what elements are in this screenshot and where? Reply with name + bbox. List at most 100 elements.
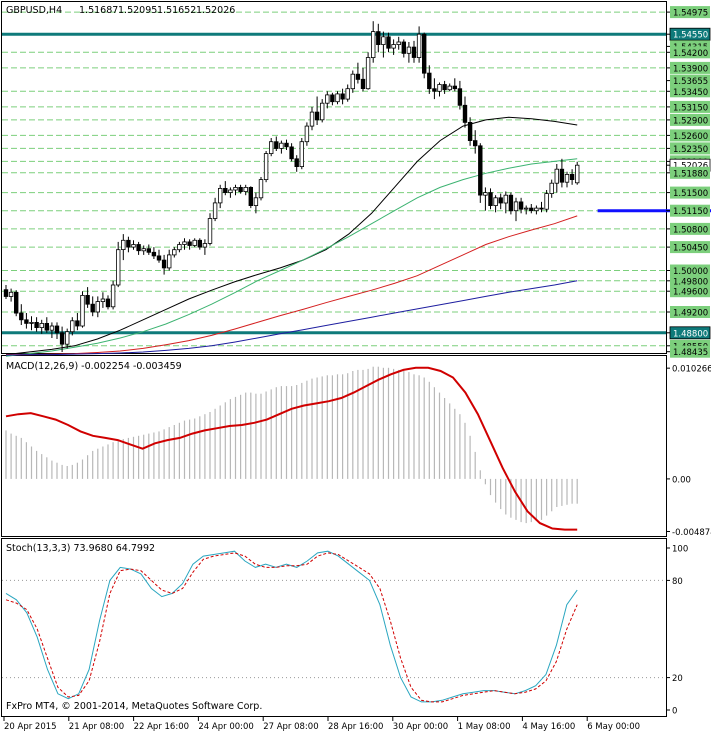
candle[interactable] [116,241,121,288]
candle[interactable] [381,31,386,58]
candle[interactable] [279,140,284,154]
candle[interactable] [141,245,146,255]
candle[interactable] [44,317,49,333]
candle[interactable] [319,99,325,123]
candle[interactable] [411,40,417,63]
candle[interactable] [396,36,401,50]
candle[interactable] [172,247,177,258]
candle[interactable] [569,169,575,185]
candle[interactable] [340,88,345,105]
candle[interactable] [386,32,391,53]
candle[interactable] [34,317,39,332]
candle[interactable] [391,39,396,55]
candle[interactable] [294,155,299,172]
candle[interactable] [207,213,213,246]
candle[interactable] [427,65,432,94]
candle[interactable] [268,138,274,157]
candle[interactable] [95,296,100,318]
candle[interactable] [575,161,580,185]
candle[interactable] [253,192,259,214]
candle[interactable] [462,96,468,128]
candle[interactable] [452,78,457,92]
candle[interactable] [549,179,554,198]
candle[interactable] [233,184,238,196]
candle[interactable] [529,204,534,214]
candle[interactable] [126,236,131,253]
candle[interactable] [70,317,75,336]
candle[interactable] [513,197,519,222]
candle[interactable] [90,296,95,317]
candle[interactable] [146,244,151,255]
candle[interactable] [355,62,361,84]
candle[interactable] [243,184,248,196]
candle[interactable] [345,84,350,102]
candle[interactable] [3,285,9,299]
candle[interactable] [166,249,172,271]
candle[interactable] [534,205,539,215]
candle[interactable] [299,138,304,170]
candle[interactable] [488,188,493,210]
candle[interactable] [177,241,182,253]
candle[interactable] [325,91,330,109]
candle[interactable] [202,239,208,255]
candle[interactable] [350,70,355,93]
candle[interactable] [493,195,498,213]
candle[interactable] [110,280,116,310]
candle[interactable] [508,192,514,215]
candle[interactable] [304,122,310,146]
candle[interactable] [161,254,167,275]
candle[interactable] [401,39,406,58]
candle[interactable] [274,136,279,152]
candle[interactable] [335,91,340,105]
candle[interactable] [559,158,565,188]
candle[interactable] [370,21,376,63]
candle[interactable] [263,151,269,183]
candle[interactable] [457,80,463,110]
candle[interactable] [554,164,559,193]
candle[interactable] [39,319,44,334]
candle[interactable] [75,313,80,331]
candle[interactable] [472,130,478,154]
candle[interactable] [223,181,228,196]
candle[interactable] [13,290,19,317]
candle[interactable] [524,205,529,215]
candle[interactable] [238,184,243,194]
candle[interactable] [376,23,381,53]
candle[interactable] [539,201,544,213]
candle[interactable] [498,193,503,210]
candle[interactable] [330,92,335,106]
candle[interactable] [49,322,55,338]
candle[interactable] [59,326,65,352]
candle[interactable] [518,197,524,214]
candle[interactable] [284,139,289,150]
macd-panel[interactable] [1,355,667,537]
candle[interactable] [289,143,294,162]
candle[interactable] [544,190,549,213]
stochastic-panel[interactable] [1,538,667,717]
candle[interactable] [151,247,157,259]
candle[interactable] [187,239,192,250]
candle[interactable] [217,184,223,209]
candle[interactable] [85,287,90,308]
candle[interactable] [503,191,508,214]
candle[interactable] [248,186,253,209]
candle[interactable] [365,52,371,90]
candle[interactable] [182,238,187,250]
candle[interactable] [8,288,14,302]
candle[interactable] [432,78,437,100]
candle[interactable] [19,304,24,325]
candle[interactable] [406,42,412,63]
candle[interactable] [65,328,70,349]
candle[interactable] [197,238,202,250]
candle[interactable] [309,106,315,131]
candle[interactable] [416,26,422,63]
candle[interactable] [24,313,29,329]
candle[interactable] [360,67,366,92]
candle[interactable] [437,82,442,97]
candle[interactable] [100,292,106,308]
candle[interactable] [192,238,197,248]
candle[interactable] [131,240,136,250]
candle[interactable] [421,32,427,79]
